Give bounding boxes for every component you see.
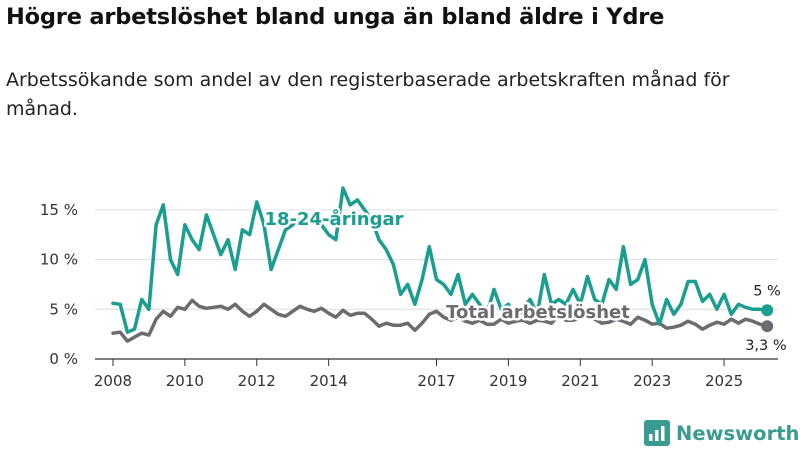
annotations: 5 % 3,3 % 18-24-åringar Total arbetslöshet bbox=[262, 206, 787, 355]
y-tick-label: 0 % bbox=[49, 350, 78, 368]
x-tick-label: 2012 bbox=[238, 372, 276, 390]
y-axis-labels: 0 % 5 % 10 % 15 % bbox=[40, 201, 78, 368]
end-value-label: 3,3 % bbox=[745, 338, 786, 354]
y-tick-label: 10 % bbox=[40, 251, 78, 269]
end-value-label: 5 % bbox=[753, 283, 781, 299]
series-label: Total arbetslöshet bbox=[446, 302, 630, 323]
x-tick-label: 2023 bbox=[633, 372, 671, 390]
x-tick-label: 2021 bbox=[561, 372, 599, 390]
y-tick-label: 5 % bbox=[49, 300, 78, 318]
x-tick-label: 2010 bbox=[166, 372, 204, 390]
x-tick-label: 2017 bbox=[417, 372, 455, 390]
y-tick-label: 15 % bbox=[40, 201, 78, 219]
x-tick-label: 2019 bbox=[489, 372, 527, 390]
series-label: 18-24-åringar bbox=[265, 208, 404, 230]
page-title: Högre arbetslöshet bland unga än bland ä… bbox=[6, 4, 665, 30]
x-axis: 2008 2010 2012 2014 2017 2019 2021 2023 2025 bbox=[94, 359, 743, 390]
brand-name: Newsworthy bbox=[676, 421, 800, 445]
x-tick-label: 2025 bbox=[705, 372, 743, 390]
end-point-marker bbox=[761, 320, 774, 333]
series-line-youth bbox=[111, 186, 769, 334]
x-tick-label: 2014 bbox=[310, 372, 348, 390]
series-lines bbox=[111, 186, 769, 343]
gridlines bbox=[95, 209, 778, 360]
newsworthy-logo[interactable]: Newsworthy bbox=[644, 420, 800, 446]
newsworthy-bar-chart-icon bbox=[644, 420, 670, 446]
page-subtitle: Arbetssökande som andel av den registerb… bbox=[6, 69, 730, 120]
end-point-marker bbox=[761, 304, 774, 317]
x-tick-label: 2008 bbox=[94, 372, 132, 390]
